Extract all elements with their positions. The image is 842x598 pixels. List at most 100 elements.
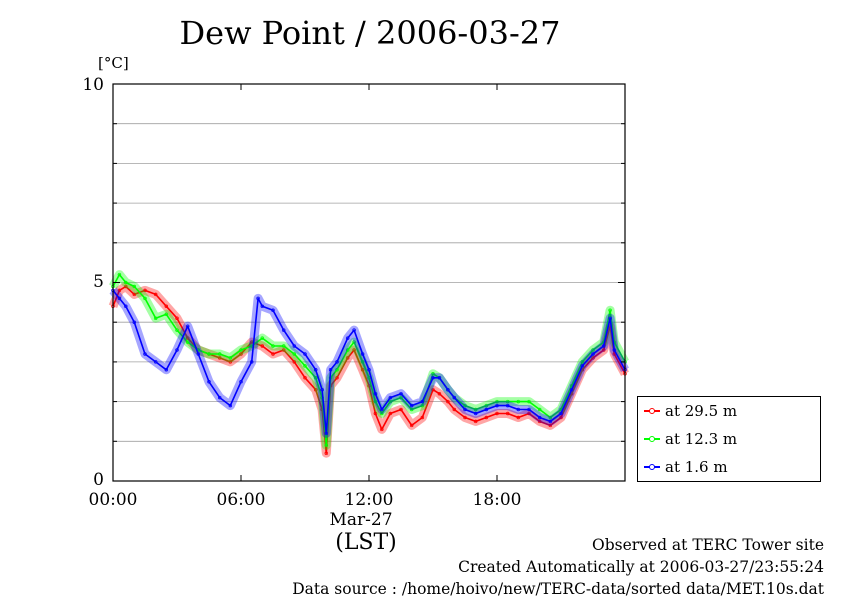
data-point (505, 399, 510, 404)
data-point (345, 348, 350, 352)
data-point (271, 308, 275, 313)
data-point (360, 360, 365, 364)
data-point (463, 403, 467, 408)
data-point (260, 336, 265, 340)
data-point (399, 407, 403, 412)
data-point (271, 352, 275, 356)
data-point (373, 411, 378, 416)
data-point (228, 356, 233, 360)
data-point (217, 352, 222, 356)
data-point (335, 376, 339, 380)
y-tick-5: 5 (93, 272, 104, 292)
data-point (303, 352, 307, 356)
legend-item-29-5m: at 29.5 m (644, 401, 737, 421)
data-point (516, 415, 521, 420)
data-point (281, 328, 286, 332)
data-point (207, 380, 211, 384)
data-point (228, 403, 233, 408)
x-tick-0600: 06:00 (216, 490, 266, 510)
data-point (228, 360, 233, 364)
data-point (124, 280, 128, 285)
legend-label: at 29.5 m (665, 402, 738, 420)
footer-site: Observed at TERC Tower site (591, 536, 824, 554)
data-point (373, 391, 378, 396)
data-point (527, 407, 531, 412)
data-point (328, 368, 333, 372)
x-axis-label: (LST) (335, 530, 397, 555)
data-point (249, 360, 254, 364)
data-point (292, 352, 297, 356)
data-point (473, 419, 478, 424)
data-point (324, 443, 329, 448)
data-point (185, 340, 190, 344)
data-point (446, 387, 450, 392)
data-point (324, 451, 329, 455)
data-point (217, 356, 222, 360)
data-point (431, 376, 435, 380)
data-point (303, 364, 307, 368)
data-point (580, 360, 585, 364)
data-point (360, 368, 365, 372)
data-point (124, 304, 128, 309)
x-axis-date: Mar-27 (329, 510, 393, 530)
legend-swatch-green (644, 436, 660, 442)
data-point (217, 395, 222, 400)
data-point (185, 324, 190, 328)
data-point (313, 387, 318, 392)
data-point (495, 399, 499, 404)
y-axis-unit: [°C] (98, 54, 129, 72)
data-point (303, 376, 307, 380)
data-point (409, 407, 414, 412)
data-point (313, 376, 318, 380)
data-point (473, 407, 478, 412)
data-point (292, 344, 297, 348)
data-point (196, 352, 201, 356)
data-point (608, 316, 612, 320)
legend-item-12-3m: at 12.3 m (644, 429, 737, 449)
data-point (548, 419, 553, 424)
data-point (388, 411, 393, 416)
data-point (409, 423, 414, 428)
data-point (117, 272, 122, 277)
data-point (175, 316, 179, 320)
data-point (388, 399, 393, 404)
data-point (345, 336, 350, 340)
legend-label: at 1.6 m (665, 458, 728, 476)
data-point (516, 399, 521, 404)
data-point (260, 344, 265, 348)
data-point (153, 316, 158, 320)
data-point (409, 403, 414, 408)
data-point (608, 308, 612, 313)
data-point (239, 348, 243, 352)
data-point (143, 288, 147, 293)
data-point (185, 336, 190, 340)
data-point (132, 292, 137, 297)
data-point (399, 395, 403, 400)
data-point (367, 368, 371, 372)
axis-ticks (112, 83, 625, 482)
data-point (612, 348, 617, 352)
data-point (324, 431, 329, 436)
data-point (591, 356, 595, 360)
series-line-1 (112, 273, 626, 447)
data-point (132, 284, 137, 289)
legend-label: at 12.3 m (665, 430, 738, 448)
legend-item-1-6m: at 1.6 m (644, 457, 728, 477)
data-point (437, 391, 442, 396)
data-point (352, 340, 356, 344)
data-point (380, 407, 384, 412)
x-tick-1200: 12:00 (344, 490, 394, 510)
data-point (153, 360, 158, 364)
grid-lines (113, 123, 625, 442)
data-point (164, 304, 169, 309)
data-point (537, 419, 542, 424)
legend-swatch-red (644, 408, 660, 414)
data-point (420, 403, 425, 408)
data-point (452, 407, 457, 412)
data-point (420, 415, 425, 420)
data-point (345, 356, 350, 360)
data-point (164, 368, 169, 372)
data-point (591, 352, 595, 356)
data-point (153, 292, 158, 297)
